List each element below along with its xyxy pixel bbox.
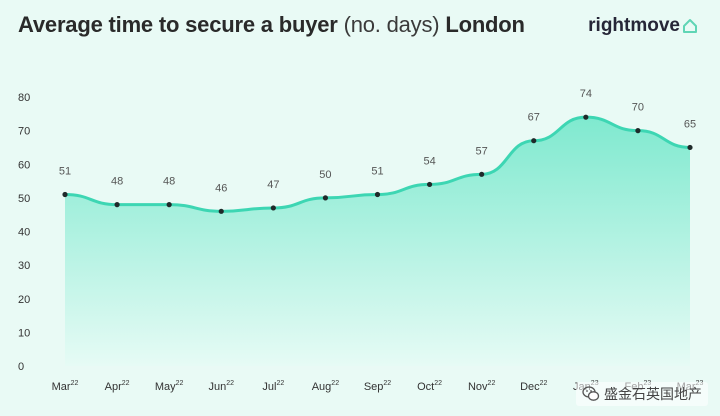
data-label: 51 [371,166,383,178]
x-tick-label: Sep22 [364,380,391,393]
data-label: 74 [580,88,592,100]
y-tick-label: 10 [18,327,30,339]
data-point [635,128,641,134]
data-point [687,144,693,151]
data-point [114,202,120,208]
x-axis: Mar22 Apr22 May22 Jun22 Jul22 Aug22 Sep22 Oct22… [52,380,704,393]
watermark-text: 盛金石英国地产 [604,387,702,403]
y-tick-label: 0 [18,361,24,373]
data-point [426,181,433,188]
y-axis: 0 10 20 30 40 50 60 70 80 [18,92,30,373]
data-points [62,114,693,214]
brand-logo: rightmove [588,15,698,37]
data-point [62,191,68,198]
watermark: 盛金石英国地产 [576,382,708,406]
area-fill [65,117,690,366]
data-labels: 51 48 48 46 47 50 51 54 57 67 74 70 65 [59,88,696,194]
data-point [218,208,224,214]
chart-title: Average time to secure a buyer (no. days… [18,12,525,38]
data-point [270,205,276,211]
x-tick-label: Mar22 [52,380,79,393]
y-tick-label: 40 [18,227,30,239]
data-label: 46 [215,182,227,194]
data-label: 48 [111,176,123,188]
x-tick-label: Aug22 [312,380,339,393]
y-tick-label: 70 [18,126,30,138]
x-tick-label: May22 [155,380,184,393]
data-point [531,138,537,144]
y-tick-label: 30 [18,260,30,272]
data-label: 51 [59,166,71,178]
data-point [374,191,381,198]
data-label: 67 [528,112,540,124]
title-unit: (no. days) [343,12,440,37]
wechat-icon [582,386,600,401]
x-tick-label: Jun22 [208,380,234,393]
x-tick-label: Dec22 [520,380,547,393]
x-tick-label: Apr22 [105,380,130,393]
data-label: 54 [423,155,435,167]
data-label: 65 [684,118,696,130]
data-label: 48 [163,176,175,188]
house-icon [683,19,697,33]
title-main: Average time to secure a buyer [18,12,338,37]
data-point [583,114,589,120]
data-label: 50 [319,169,331,181]
y-tick-label: 50 [18,193,30,205]
y-tick-label: 20 [18,294,30,306]
brand-wordmark: rightmove [588,15,680,36]
data-point [166,202,172,208]
data-label: 47 [267,179,279,191]
title-region: London [445,12,525,37]
y-tick-label: 80 [18,92,30,104]
data-label: 70 [632,102,644,114]
y-tick-label: 60 [18,159,30,171]
data-label: 57 [476,145,488,157]
data-point [322,195,329,201]
x-tick-label: Nov22 [468,380,495,393]
x-tick-label: Oct22 [417,380,442,393]
data-point [479,171,485,177]
x-tick-label: Jul22 [262,380,284,393]
